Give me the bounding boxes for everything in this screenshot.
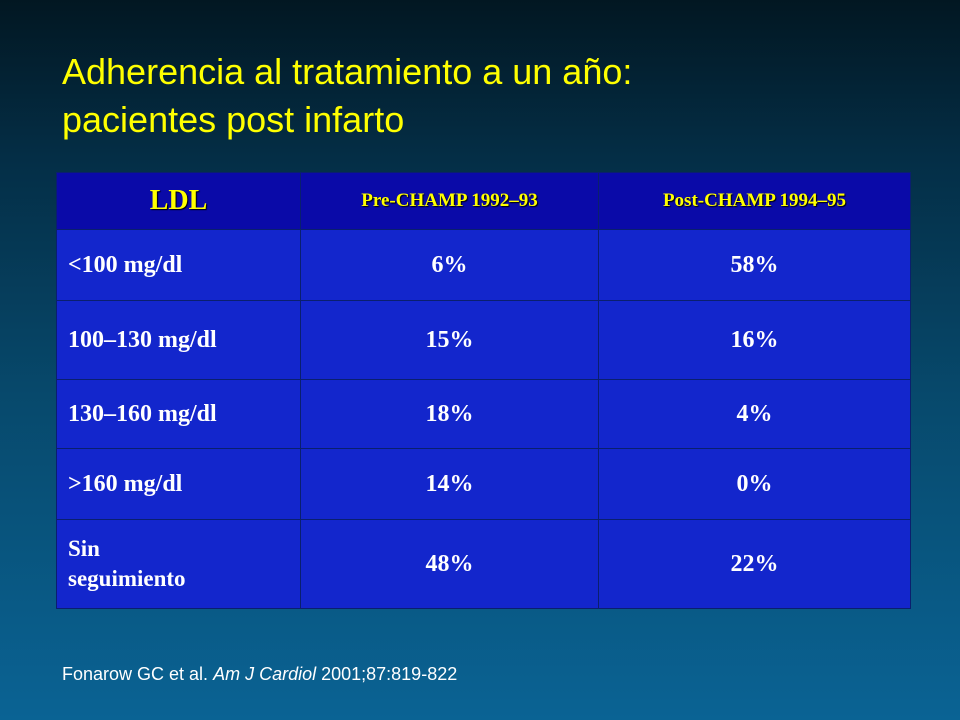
row-label: >160 mg/dl — [56, 448, 301, 520]
table-header-row: LDL Pre-CHAMP 1992–93 Post-CHAMP 1994–95 — [56, 172, 911, 230]
post-champ-value: 0% — [598, 448, 911, 520]
slide-title-line-2: pacientes post infarto — [62, 99, 405, 140]
header-pre-champ: Pre-CHAMP 1992–93 — [300, 172, 599, 230]
citation-authors: Fonarow GC et al. — [62, 664, 214, 684]
ldl-adherence-table: LDL Pre-CHAMP 1992–93 Post-CHAMP 1994–95… — [56, 172, 911, 609]
row-label-line-2: seguimiento — [68, 566, 186, 591]
citation-journal: Am J Cardiol — [213, 664, 317, 684]
header-ldl: LDL — [56, 172, 301, 230]
pre-champ-value: 18% — [300, 379, 599, 449]
post-champ-value: 58% — [598, 229, 911, 301]
post-champ-value: 16% — [598, 300, 911, 380]
post-champ-value: 22% — [598, 519, 911, 609]
citation-details: 2001;87:819-822 — [316, 664, 458, 684]
row-label-line-1: Sin — [68, 536, 100, 561]
row-label: <100 mg/dl — [56, 229, 301, 301]
pre-champ-value: 48% — [300, 519, 599, 609]
row-label: 130–160 mg/dl — [56, 379, 301, 449]
row-label: Sin seguimiento — [56, 519, 301, 609]
row-label: 100–130 mg/dl — [56, 300, 301, 380]
table-row: >160 mg/dl 14% 0% — [56, 448, 911, 520]
pre-champ-value: 14% — [300, 448, 599, 520]
citation: Fonarow GC et al. Am J Cardiol 2001;87:8… — [62, 664, 457, 685]
slide-title: Adherencia al tratamiento a un año: paci… — [62, 48, 922, 144]
slide-title-line-1: Adherencia al tratamiento a un año: — [62, 51, 633, 92]
table-row: 130–160 mg/dl 18% 4% — [56, 379, 911, 449]
pre-champ-value: 15% — [300, 300, 599, 380]
header-post-champ: Post-CHAMP 1994–95 — [598, 172, 911, 230]
pre-champ-value: 6% — [300, 229, 599, 301]
table-row: 100–130 mg/dl 15% 16% — [56, 300, 911, 380]
post-champ-value: 4% — [598, 379, 911, 449]
table-row: <100 mg/dl 6% 58% — [56, 229, 911, 301]
table-row: Sin seguimiento 48% 22% — [56, 519, 911, 609]
